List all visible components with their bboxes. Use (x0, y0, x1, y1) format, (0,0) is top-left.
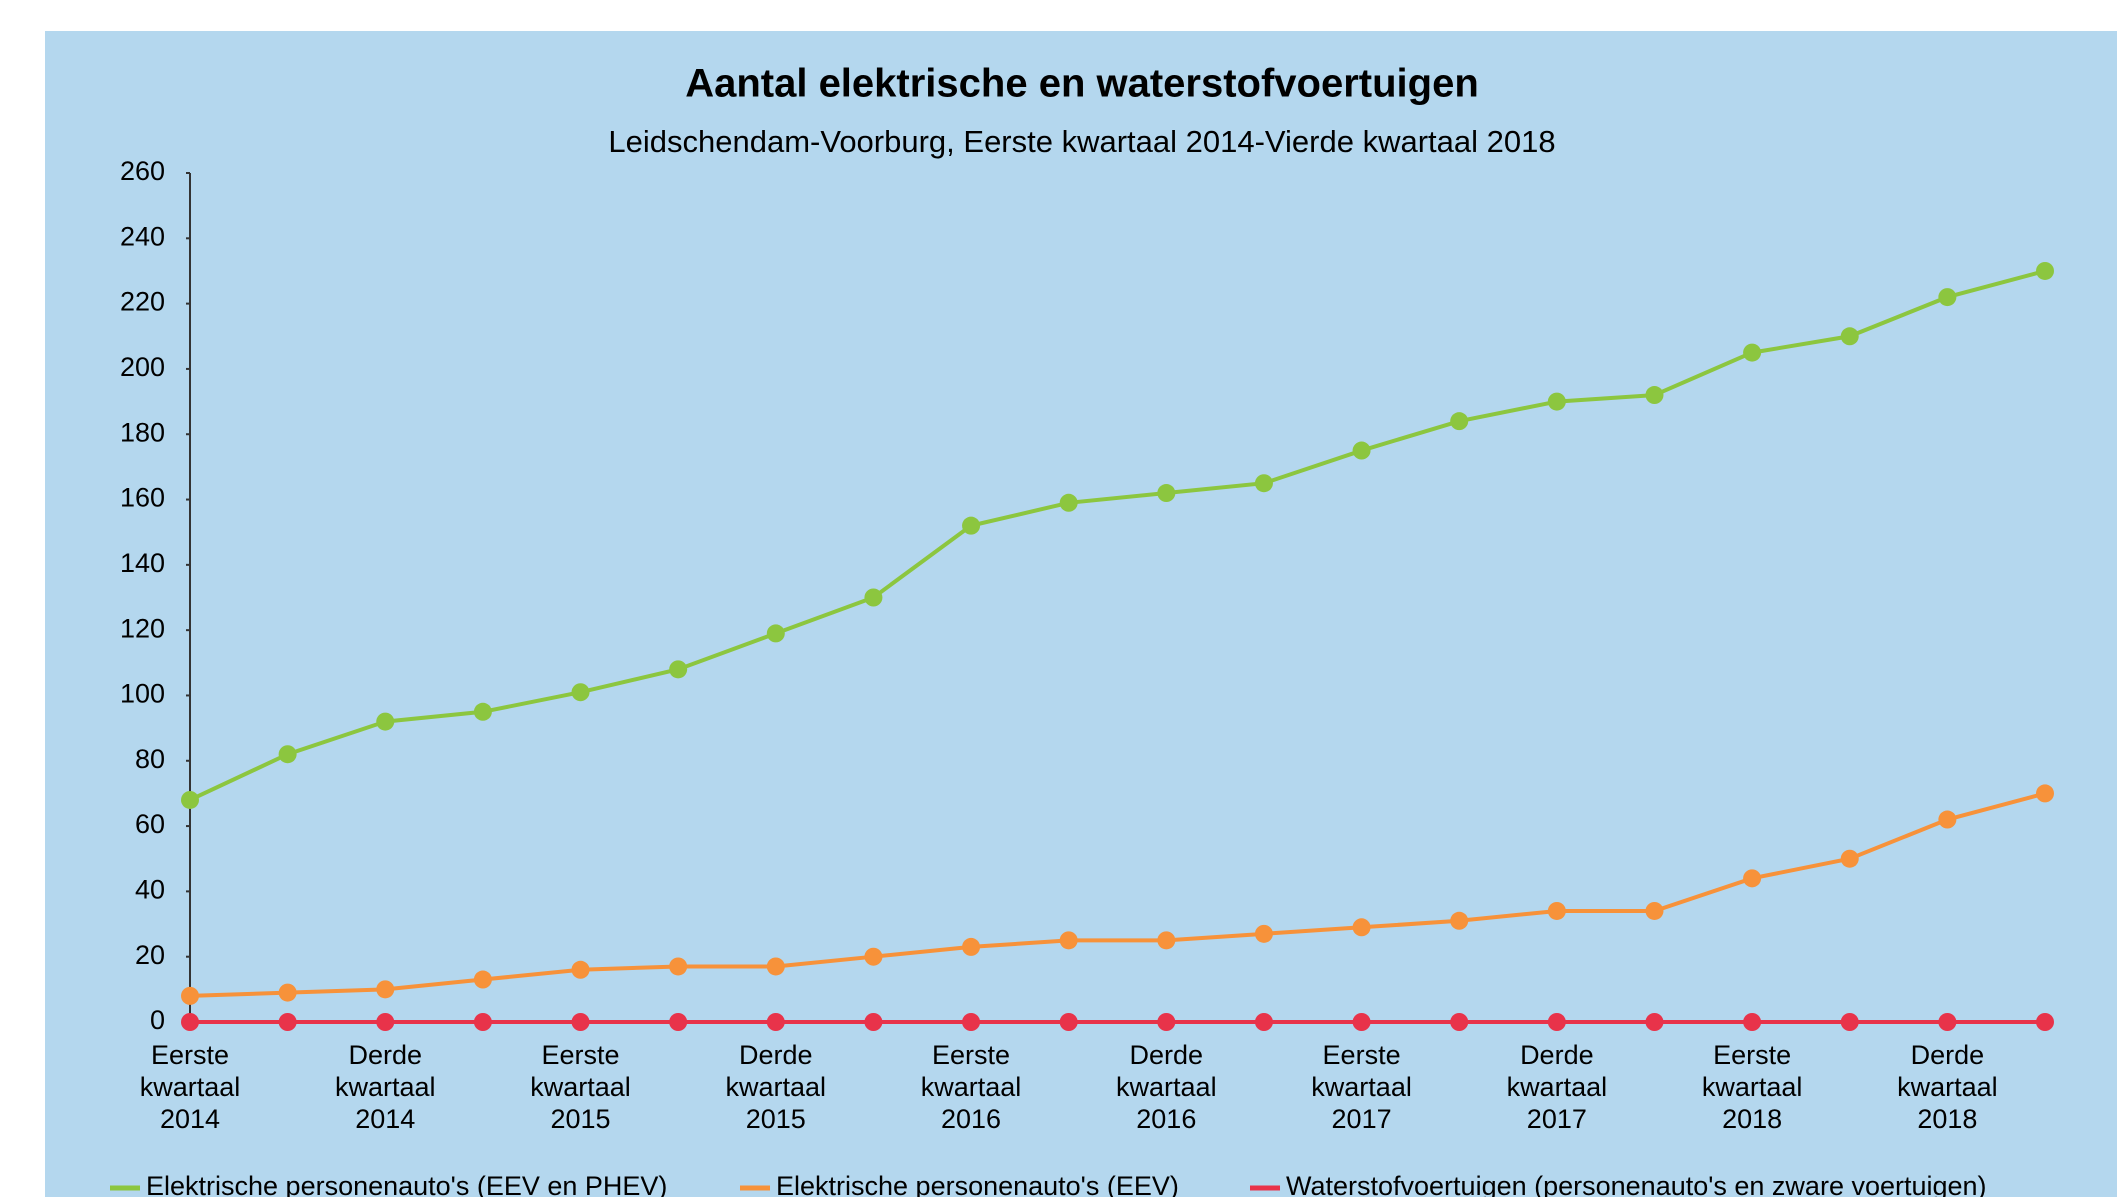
data-point (1254, 474, 1273, 493)
data-point (278, 1013, 297, 1031)
legend-label: Elektrische personenauto's (EEV) (776, 1171, 1179, 1197)
data-point (1352, 918, 1371, 937)
data-point (864, 588, 883, 607)
y-tick-label: 100 (120, 679, 165, 709)
data-point (2036, 1013, 2054, 1031)
data-point (766, 624, 785, 643)
data-point (1450, 911, 1469, 930)
data-point (1840, 849, 1859, 868)
data-point (1059, 493, 1078, 512)
chart-subtitle: Leidschendam-Voorburg, Eerste kwartaal 2… (608, 124, 1555, 159)
data-point (1938, 288, 1957, 307)
y-tick-label: 160 (120, 483, 165, 513)
chart-background (45, 31, 2117, 1197)
data-point (1157, 931, 1176, 950)
data-point (1645, 386, 1664, 405)
y-tick-label: 0 (150, 1005, 165, 1035)
x-tick-label: Eerste kwartaal 2017 (1311, 1040, 1412, 1134)
data-point (1254, 924, 1273, 943)
data-point (571, 683, 590, 702)
y-tick-label: 40 (135, 875, 165, 905)
data-point (278, 983, 297, 1002)
data-point (571, 1013, 590, 1031)
data-point (1059, 931, 1078, 950)
data-point (669, 660, 688, 679)
data-point (376, 980, 395, 999)
y-tick-label: 140 (120, 548, 165, 578)
data-point (1743, 869, 1762, 888)
data-point (1840, 327, 1859, 346)
data-point (766, 957, 785, 976)
x-tick-label: Eerste kwartaal 2014 (140, 1040, 241, 1134)
data-point (962, 516, 981, 535)
data-point (2036, 784, 2054, 803)
data-point (669, 1013, 688, 1031)
series-line (189, 791, 2046, 998)
data-point (962, 1013, 981, 1031)
data-point (669, 957, 688, 976)
x-tick-label: Derde kwartaal 2017 (1507, 1040, 1608, 1134)
data-point (1450, 1013, 1469, 1031)
x-tick-label: Eerste kwartaal 2015 (530, 1040, 631, 1134)
data-point (181, 986, 199, 1005)
x-tick-label: Derde kwartaal 2015 (726, 1040, 827, 1134)
data-point (962, 937, 981, 956)
x-tick-label: Derde kwartaal 2014 (335, 1040, 436, 1134)
data-point (864, 1013, 883, 1031)
data-point (864, 947, 883, 966)
y-tick-label: 240 (120, 221, 165, 251)
series-line (189, 269, 2046, 802)
data-point (1157, 484, 1176, 503)
y-tick-label: 20 (135, 940, 165, 970)
y-tick-label: 220 (120, 287, 165, 317)
data-point (1547, 392, 1566, 411)
data-point (1352, 1013, 1371, 1031)
data-point (1743, 1013, 1762, 1031)
data-point (1352, 441, 1371, 460)
data-point (1938, 1013, 1957, 1031)
data-point (473, 970, 492, 989)
data-point (1645, 1013, 1664, 1031)
legend-label: Waterstofvoertuigen (personenauto's en z… (1286, 1171, 1987, 1197)
data-point (1645, 901, 1664, 920)
data-point (1938, 810, 1957, 829)
data-point (1840, 1013, 1859, 1031)
data-point (1254, 1013, 1273, 1031)
x-tick-label: Derde kwartaal 2018 (1897, 1040, 1998, 1134)
data-point (181, 790, 199, 809)
data-point (376, 1013, 395, 1031)
legend-label: Elektrische personenauto's (EEV en PHEV) (146, 1171, 667, 1197)
data-point (2036, 261, 2054, 280)
y-tick-label: 200 (120, 352, 165, 382)
data-point (278, 745, 297, 764)
data-point (181, 1013, 199, 1031)
data-point (473, 702, 492, 721)
data-point (1547, 901, 1566, 920)
data-point (1547, 1013, 1566, 1031)
y-tick-label: 120 (120, 613, 165, 643)
y-tick-label: 80 (135, 744, 165, 774)
x-tick-label: Eerste kwartaal 2018 (1702, 1040, 1803, 1134)
data-point (1743, 343, 1762, 362)
y-tick-label: 260 (120, 156, 165, 186)
data-point (376, 712, 395, 731)
data-point (1059, 1013, 1078, 1031)
data-point (571, 960, 590, 979)
y-tick-label: 60 (135, 809, 165, 839)
chart-title: Aantal elektrische en waterstofvoertuige… (685, 62, 1479, 106)
data-point (473, 1013, 492, 1031)
x-tick-label: Eerste kwartaal 2016 (921, 1040, 1022, 1134)
x-tick-label: Derde kwartaal 2016 (1116, 1040, 1217, 1134)
data-point (1450, 412, 1469, 431)
y-tick-label: 180 (120, 417, 165, 447)
data-point (766, 1013, 785, 1031)
data-point (1157, 1013, 1176, 1031)
